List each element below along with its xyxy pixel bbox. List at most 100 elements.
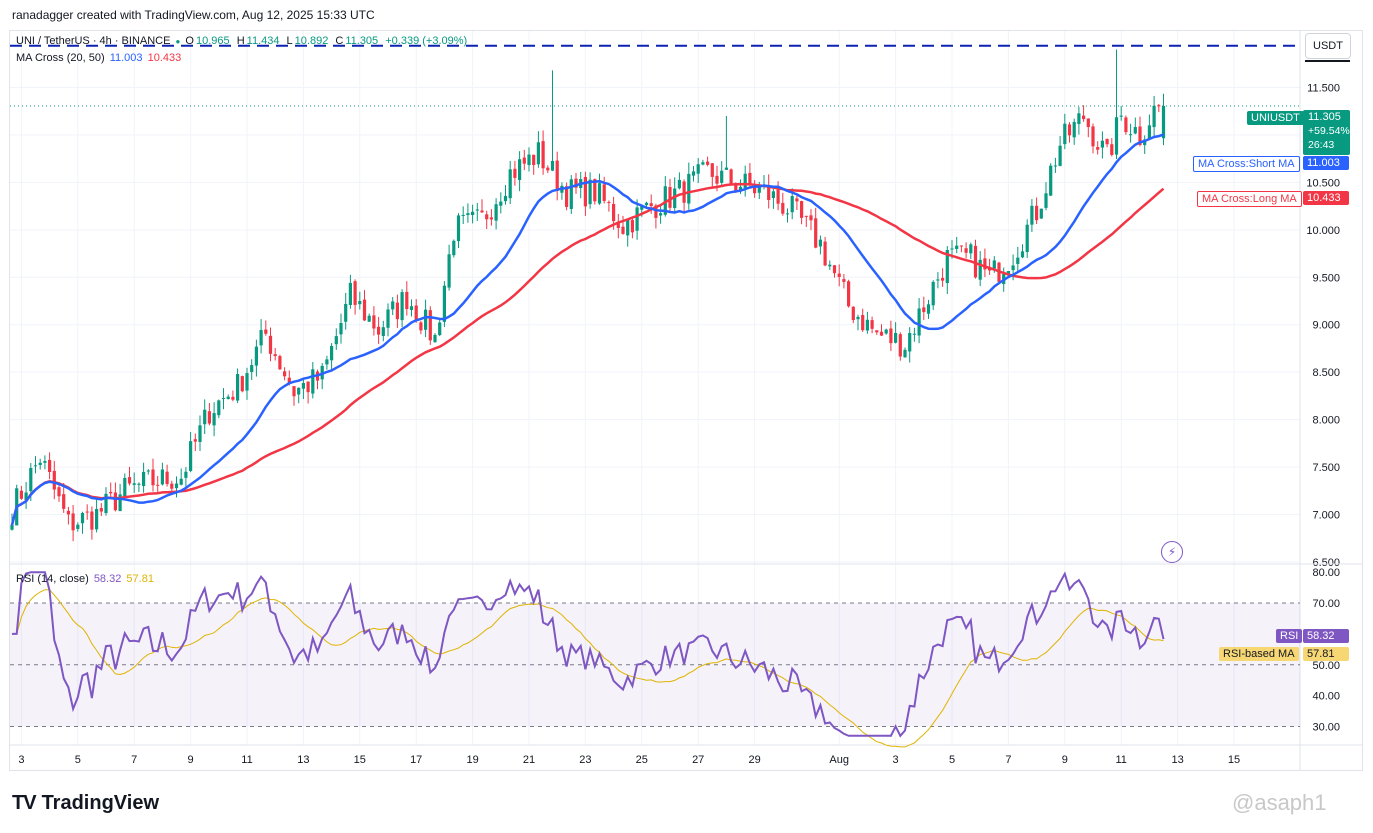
candle xyxy=(71,505,75,542)
candle xyxy=(1105,138,1109,148)
candle-body xyxy=(522,157,526,164)
candle xyxy=(1100,131,1104,159)
candle xyxy=(513,160,517,186)
candle-body xyxy=(480,210,484,213)
candle-body xyxy=(988,268,992,271)
candle xyxy=(837,264,841,287)
candle xyxy=(673,177,677,214)
ma-legend[interactable]: MA Cross (20, 50) 11.003 10.433 xyxy=(16,52,183,64)
candle-body xyxy=(654,205,658,218)
candle-body xyxy=(969,244,973,254)
candle-body xyxy=(748,172,752,186)
candle-body xyxy=(757,186,761,193)
candle xyxy=(1016,246,1020,273)
candle xyxy=(753,180,757,198)
candle xyxy=(983,248,987,278)
candle-body xyxy=(1133,127,1137,134)
price-axis-tick: 9.000 xyxy=(1312,320,1340,332)
candle xyxy=(771,188,775,209)
time-axis-tick: 15 xyxy=(354,754,366,766)
candle-body xyxy=(113,492,117,511)
candle-body xyxy=(1063,123,1067,145)
candle xyxy=(889,320,893,351)
candle-body xyxy=(405,291,409,310)
candle-body xyxy=(1110,144,1114,155)
candle xyxy=(630,216,634,239)
candle-body xyxy=(325,359,329,365)
candle xyxy=(80,511,85,534)
candle xyxy=(541,130,545,175)
time-axis-tick: 9 xyxy=(188,754,194,766)
candle-body xyxy=(663,186,667,215)
ma-long-legend-value: 10.433 xyxy=(147,52,182,64)
candle xyxy=(574,172,578,194)
candle-body xyxy=(1016,257,1020,264)
candle-body xyxy=(790,196,794,213)
price-axis-tick: 10.500 xyxy=(1306,177,1340,189)
candle-body xyxy=(485,214,489,220)
candle-body xyxy=(386,309,390,328)
time-axis-tick: 11 xyxy=(241,754,252,766)
candle xyxy=(569,175,573,214)
candle-body xyxy=(912,333,916,335)
symbol-label[interactable]: UNI / TetherUS · 4h · BINANCE xyxy=(16,35,171,47)
candle-body xyxy=(381,327,385,337)
candle xyxy=(1072,118,1076,145)
candle-body xyxy=(29,468,33,492)
high-value: 11.434 xyxy=(246,35,280,47)
candle-body xyxy=(955,245,959,249)
time-axis-tick: 3 xyxy=(893,754,899,766)
candle-body xyxy=(743,173,747,189)
candle xyxy=(677,172,681,190)
candle-body xyxy=(1067,124,1072,136)
candle-body xyxy=(419,322,423,331)
candle-body xyxy=(616,223,620,228)
candle xyxy=(358,291,362,310)
candle xyxy=(696,158,700,184)
time-axis-tick: 7 xyxy=(1005,754,1011,766)
candle-body xyxy=(870,320,874,329)
time-axis-tick: 27 xyxy=(692,754,704,766)
rsi-legend[interactable]: RSI (14, close) 58.32 57.81 xyxy=(16,573,156,585)
candle xyxy=(400,289,404,328)
lightning-icon[interactable]: ⚡ xyxy=(1161,541,1183,563)
currency-unit-button[interactable]: USDT xyxy=(1305,33,1351,59)
candle-body xyxy=(1030,205,1034,225)
candle xyxy=(659,206,663,224)
candle-body xyxy=(283,371,287,377)
candle-body xyxy=(753,186,757,194)
candle-body xyxy=(593,179,597,202)
candle-body xyxy=(659,213,663,216)
candle-body xyxy=(635,207,639,231)
candle-body xyxy=(362,299,367,321)
candle xyxy=(621,215,625,235)
candle-body xyxy=(250,365,254,373)
candle xyxy=(1082,105,1086,122)
candle-body xyxy=(1129,134,1133,136)
ma-short-label-tag: MA Cross:Short MA xyxy=(1193,156,1300,172)
candle-body xyxy=(583,176,587,207)
candle-body xyxy=(809,215,813,221)
candle xyxy=(475,202,479,221)
time-axis-tick: 19 xyxy=(466,754,478,766)
candle xyxy=(250,359,254,380)
candle xyxy=(494,198,498,230)
price-axis-tick: 7.000 xyxy=(1312,510,1340,522)
candle xyxy=(588,172,592,209)
rsi-ma-label-tag: RSI-based MA xyxy=(1219,647,1299,661)
candle xyxy=(38,458,42,470)
candle-body xyxy=(48,459,52,472)
price-axis-tick: 6.500 xyxy=(1312,557,1340,569)
unit-underline xyxy=(1305,60,1350,62)
candle xyxy=(297,387,301,404)
candle xyxy=(546,165,550,174)
candle-body xyxy=(377,326,381,335)
candle-body xyxy=(767,185,771,201)
candle-body xyxy=(936,279,940,281)
candle xyxy=(818,235,822,255)
candle xyxy=(1124,115,1128,135)
candle-body xyxy=(550,160,555,171)
candle xyxy=(405,281,409,316)
chart-frame xyxy=(9,30,1363,771)
